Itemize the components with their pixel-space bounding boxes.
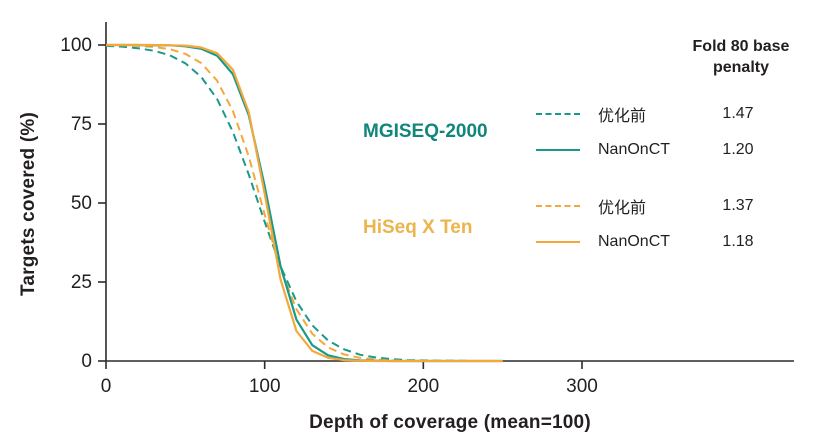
fold80-value: 1.37 bbox=[722, 197, 754, 214]
y-tick-label: 75 bbox=[71, 114, 92, 135]
y-tick-label: 0 bbox=[81, 351, 92, 372]
legend-label: 优化前 bbox=[598, 108, 647, 125]
x-axis-title: Depth of coverage (mean=100) bbox=[309, 412, 591, 433]
y-tick-label: 50 bbox=[71, 193, 92, 214]
legend-label: NanOnCT bbox=[598, 233, 671, 250]
fold80-value: 1.20 bbox=[722, 141, 754, 158]
dashed-line-swatch-orange bbox=[536, 205, 580, 207]
legend-row-hiseq-pre: 优化前 1.37 bbox=[536, 195, 802, 217]
x-tick-label: 300 bbox=[566, 376, 598, 397]
series-group-label-mgiseq-2000: MGISEQ-2000 bbox=[363, 121, 488, 142]
x-tick-label: 100 bbox=[249, 376, 281, 397]
y-axis-title: Targets covered (%) bbox=[18, 112, 39, 297]
solid-line-swatch-teal bbox=[536, 149, 580, 151]
series-group-label-hiseq-x-ten: HiSeq X Ten bbox=[363, 217, 473, 238]
legend-row-mgiseq-nanonct: NanOnCT 1.20 bbox=[536, 139, 802, 161]
legend-row-mgiseq-pre: 优化前 1.47 bbox=[536, 103, 802, 125]
dashed-line-swatch-teal bbox=[536, 113, 580, 115]
series-line bbox=[106, 43, 503, 363]
fold80-value: 1.18 bbox=[722, 233, 754, 250]
legend-row-hiseq-nanonct: NanOnCT 1.18 bbox=[536, 231, 802, 253]
x-tick-label: 0 bbox=[101, 376, 112, 397]
legend-label: 优化前 bbox=[598, 200, 647, 217]
fold80-value: 1.47 bbox=[722, 105, 754, 122]
x-tick-label: 200 bbox=[407, 376, 439, 397]
legend-header-fold80: Fold 80 base penalty bbox=[692, 38, 790, 76]
solid-line-swatch-orange bbox=[536, 241, 580, 243]
y-tick-label: 100 bbox=[60, 35, 92, 56]
legend-label: NanOnCT bbox=[598, 141, 671, 158]
series-line bbox=[106, 44, 503, 362]
series-line bbox=[106, 43, 503, 363]
series-line bbox=[105, 44, 503, 362]
y-tick-label: 25 bbox=[71, 272, 92, 293]
